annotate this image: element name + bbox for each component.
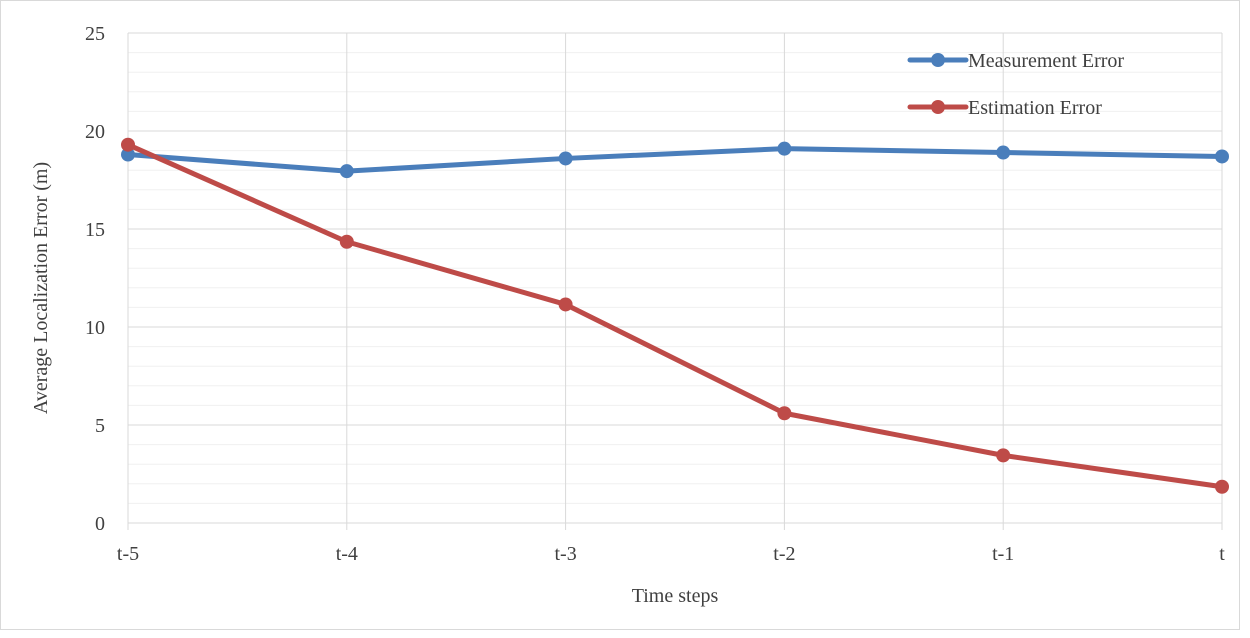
y-tick-label: 20 bbox=[85, 121, 105, 143]
minor-gridlines bbox=[128, 52, 1222, 504]
legend-marker bbox=[931, 100, 945, 114]
data-point bbox=[777, 141, 792, 156]
series-estimation-error bbox=[121, 137, 1229, 494]
legend: Measurement Error Estimation Error bbox=[907, 50, 1124, 119]
x-tick-label: t-2 bbox=[773, 543, 795, 565]
x-tick-label: t-4 bbox=[336, 543, 358, 565]
legend-item: Estimation Error bbox=[907, 97, 1102, 119]
y-tick-label: 5 bbox=[95, 415, 105, 437]
x-tick-label: t-3 bbox=[554, 543, 576, 565]
data-point bbox=[121, 147, 135, 162]
chart-frame bbox=[0, 0, 1240, 630]
major-gridlines bbox=[128, 32, 1222, 426]
vertical-gridlines bbox=[127, 33, 1223, 530]
series-line bbox=[125, 142, 1225, 490]
x-tick-label: t-5 bbox=[117, 543, 139, 565]
series-measurement-error bbox=[121, 141, 1229, 179]
data-point bbox=[339, 164, 354, 179]
data-point bbox=[996, 145, 1011, 160]
x-axis-title: Time steps bbox=[632, 585, 719, 607]
y-tick-label: 10 bbox=[85, 317, 105, 339]
x-tick-label: t bbox=[1219, 543, 1225, 565]
x-tick-label: t-1 bbox=[992, 543, 1014, 565]
y-axis-ticks: 0 5 10 15 20 25 bbox=[85, 23, 105, 535]
data-point bbox=[777, 406, 792, 421]
legend-label: Measurement Error bbox=[968, 50, 1124, 72]
data-point bbox=[1215, 149, 1229, 164]
series-group bbox=[121, 137, 1229, 494]
y-tick-label: 25 bbox=[85, 23, 105, 45]
x-axis-ticks: t-5 t-4 t-3 t-2 t-1 t bbox=[117, 543, 1225, 565]
y-axis-title: Average Localization Error (m) bbox=[30, 162, 52, 414]
data-point bbox=[121, 137, 135, 152]
data-point bbox=[996, 448, 1011, 463]
data-point bbox=[339, 234, 354, 249]
legend-label: Estimation Error bbox=[968, 97, 1102, 119]
data-point bbox=[1215, 479, 1229, 494]
y-tick-label: 0 bbox=[95, 513, 105, 535]
y-tick-label: 15 bbox=[85, 219, 105, 241]
legend-marker bbox=[931, 53, 945, 67]
series-line bbox=[125, 146, 1225, 174]
legend-item: Measurement Error bbox=[907, 50, 1124, 72]
data-point bbox=[558, 297, 573, 312]
data-point bbox=[558, 151, 573, 166]
